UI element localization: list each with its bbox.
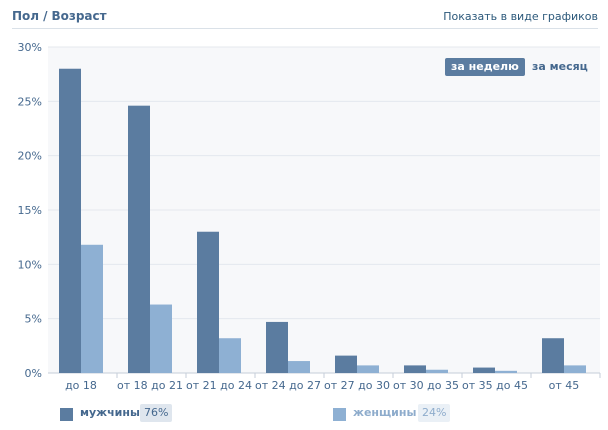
x-tick-label: от 35 до 45 xyxy=(462,379,528,392)
bar-men xyxy=(335,355,357,373)
y-tick-label: 10% xyxy=(18,258,42,271)
x-tick-label: от 18 до 21 xyxy=(117,379,183,392)
y-tick-label: 20% xyxy=(18,150,42,163)
x-tick-label: от 45 xyxy=(549,379,580,392)
legend-swatch-men xyxy=(60,408,73,421)
bar-women xyxy=(219,338,241,373)
bar-men xyxy=(473,367,495,373)
section-header: Пол / Возраст Показать в виде графиков xyxy=(12,6,598,29)
x-tick-label: до 18 xyxy=(65,379,97,392)
legend-label-women: женщины xyxy=(353,406,417,419)
legend-percent-women: 24% xyxy=(418,404,451,422)
y-tick-label: 15% xyxy=(18,204,42,217)
title-gender: Пол xyxy=(12,9,40,23)
bar-men xyxy=(197,231,219,373)
title-age: Возраст xyxy=(51,9,107,23)
bar-women xyxy=(495,370,517,373)
bar-men xyxy=(542,338,564,373)
bar-men xyxy=(128,105,150,374)
section-title: Пол / Возраст xyxy=(12,9,107,23)
bar-men xyxy=(404,365,426,373)
y-tick-label: 30% xyxy=(18,41,42,54)
x-tick-label: от 30 до 35 xyxy=(393,379,459,392)
period-month-button[interactable]: за месяц xyxy=(532,60,588,73)
bar-women xyxy=(564,365,586,373)
y-tick-label: 25% xyxy=(18,95,42,108)
bar-women xyxy=(426,369,448,373)
y-tick-label: 5% xyxy=(25,313,42,326)
bar-women xyxy=(81,244,103,373)
bar-women xyxy=(357,365,379,373)
legend-label-men: мужчины xyxy=(80,406,140,419)
bar-women xyxy=(288,361,310,373)
bar-men xyxy=(266,321,288,373)
bar-men xyxy=(59,68,81,373)
title-separator: / xyxy=(43,9,48,23)
x-tick-label: от 21 до 24 xyxy=(186,379,252,392)
age-gender-bar-chart: 0% 5% 10% 15% 20% 25% 30% до 18 от 18 до 21 от 21… xyxy=(18,41,601,392)
legend-swatch-women xyxy=(333,408,346,421)
period-week-button[interactable]: за неделю xyxy=(445,58,525,76)
x-tick-label: от 27 до 30 xyxy=(324,379,390,392)
bar-women xyxy=(150,304,172,373)
y-tick-label: 0% xyxy=(25,367,42,380)
show-as-graphs-link[interactable]: Показать в виде графиков xyxy=(443,10,598,23)
legend-percent-men: 76% xyxy=(140,404,173,422)
x-tick-label: от 24 до 27 xyxy=(255,379,321,392)
